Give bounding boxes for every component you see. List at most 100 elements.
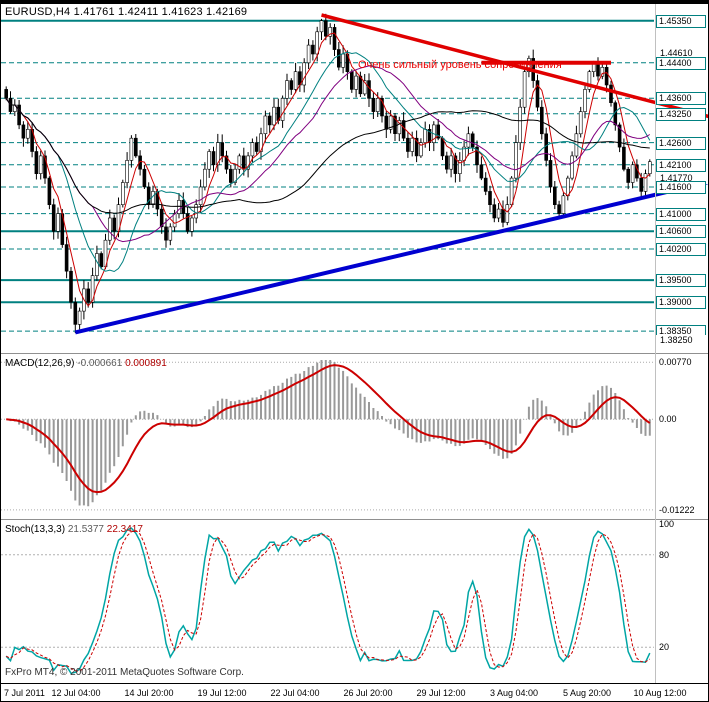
time-label-6: 29 Jul 12:00 xyxy=(416,688,466,698)
candle-body xyxy=(43,155,47,179)
candle-body xyxy=(419,142,423,157)
candle-body xyxy=(134,137,138,157)
candle-body xyxy=(108,217,112,241)
candle-body xyxy=(293,71,298,90)
candle-body xyxy=(617,124,622,148)
candle-body xyxy=(647,161,652,174)
candle-body xyxy=(444,155,449,170)
candle-body xyxy=(492,204,497,219)
candle-body xyxy=(527,58,531,73)
candle-body xyxy=(168,226,173,241)
candle-body xyxy=(570,155,574,179)
candle-body xyxy=(406,137,410,152)
candle-body xyxy=(280,98,285,121)
stochastic-indicator-name: Stoch(13,3,3) xyxy=(5,524,66,535)
candle-body xyxy=(246,155,250,170)
candle-body xyxy=(587,71,592,90)
macd-signal-value: 0.000891 xyxy=(125,358,167,369)
moving-average-55[interactable] xyxy=(5,98,650,214)
candle-body xyxy=(488,191,492,205)
time-label-2: 14 Jul 20:00 xyxy=(124,688,174,698)
candle-body xyxy=(77,310,82,325)
candle-body xyxy=(56,213,60,232)
time-label-8: 5 Aug 20:00 xyxy=(562,688,612,698)
time-label-7: 3 Aug 04:00 xyxy=(489,688,539,698)
candle-body xyxy=(306,44,311,64)
macd-main-value: -0.000661 xyxy=(77,358,123,369)
candle-body xyxy=(263,115,268,135)
candle-body xyxy=(121,182,125,206)
macd-chart[interactable] xyxy=(1,354,709,520)
time-label-9: 10 Aug 12:00 xyxy=(633,688,687,698)
candle-body xyxy=(233,168,237,183)
candle-body xyxy=(470,133,475,148)
candle-body xyxy=(95,253,99,277)
candle-body xyxy=(25,129,30,139)
candle-body xyxy=(229,168,233,183)
candle-body xyxy=(259,133,263,152)
candle-body xyxy=(207,151,211,170)
candle-body xyxy=(285,80,289,99)
candle-body xyxy=(354,75,358,90)
resistance-annotation-text[interactable]: Очень сильный уровень сопротивления xyxy=(358,59,562,71)
candle-body xyxy=(522,71,527,108)
candle-body xyxy=(397,120,402,135)
stochastic-chart[interactable] xyxy=(1,520,709,684)
moving-average-13[interactable] xyxy=(5,51,651,273)
price-scale-separator xyxy=(655,1,656,683)
time-axis[interactable]: 7 Jul 2011 12 Jul 04:00 14 Jul 20:00 19 Jul… xyxy=(1,683,708,701)
candle-body xyxy=(129,137,134,161)
candle-body xyxy=(466,133,471,148)
candle-body xyxy=(393,115,397,135)
candle-body xyxy=(622,146,626,170)
candle-body xyxy=(453,155,458,174)
candle-body xyxy=(203,168,207,188)
candle-body xyxy=(267,115,272,126)
candle-body xyxy=(73,301,78,325)
candle-body xyxy=(552,186,557,206)
candlestick-chart[interactable] xyxy=(1,1,709,353)
stochastic-signal-value: 22.3417 xyxy=(106,524,143,535)
candle-body xyxy=(505,204,510,223)
candle-body xyxy=(51,204,56,232)
macd-signal-line[interactable] xyxy=(6,364,651,494)
moving-average-5[interactable] xyxy=(5,32,651,307)
candle-body xyxy=(479,164,484,179)
candle-body xyxy=(211,151,216,166)
candle-body xyxy=(164,226,168,241)
candle-body xyxy=(604,67,609,86)
candle-body xyxy=(99,253,103,268)
candle-body xyxy=(328,27,333,37)
time-label-4: 22 Jul 04:00 xyxy=(270,688,320,698)
candle-body xyxy=(254,142,259,152)
stochastic-main-line[interactable] xyxy=(5,527,651,675)
candle-body xyxy=(311,44,315,55)
candle-body xyxy=(371,98,376,112)
candle-body xyxy=(216,142,220,166)
candle-body xyxy=(289,80,294,90)
candle-body xyxy=(34,151,39,175)
candle-body xyxy=(557,204,561,214)
candle-body xyxy=(47,177,52,206)
candle-body xyxy=(194,204,198,219)
candle-body xyxy=(242,155,246,170)
candle-body xyxy=(578,111,583,135)
candle-body xyxy=(138,155,142,170)
candle-body xyxy=(190,217,194,232)
candle-body xyxy=(539,106,544,135)
candle-body xyxy=(220,142,224,157)
candle-body xyxy=(565,177,570,197)
time-label-0: 7 Jul 2011 xyxy=(4,688,45,698)
stochastic-signal-line[interactable] xyxy=(5,529,651,673)
moving-average-21[interactable] xyxy=(5,65,651,243)
descending-resistance-trendline[interactable] xyxy=(321,13,709,119)
macd-label: MACD(12,26,9) -0.000661 0.000891 xyxy=(5,358,167,369)
ascending-support-trendline[interactable] xyxy=(74,180,709,335)
chart-title: EURUSD,H4 1.41761 1.42411 1.41623 1.4216… xyxy=(5,6,248,18)
candle-body xyxy=(142,168,147,188)
stochastic-main-value: 21.5377 xyxy=(67,524,104,535)
candle-body xyxy=(332,27,337,50)
candle-body xyxy=(457,160,462,174)
candle-body xyxy=(643,173,648,192)
